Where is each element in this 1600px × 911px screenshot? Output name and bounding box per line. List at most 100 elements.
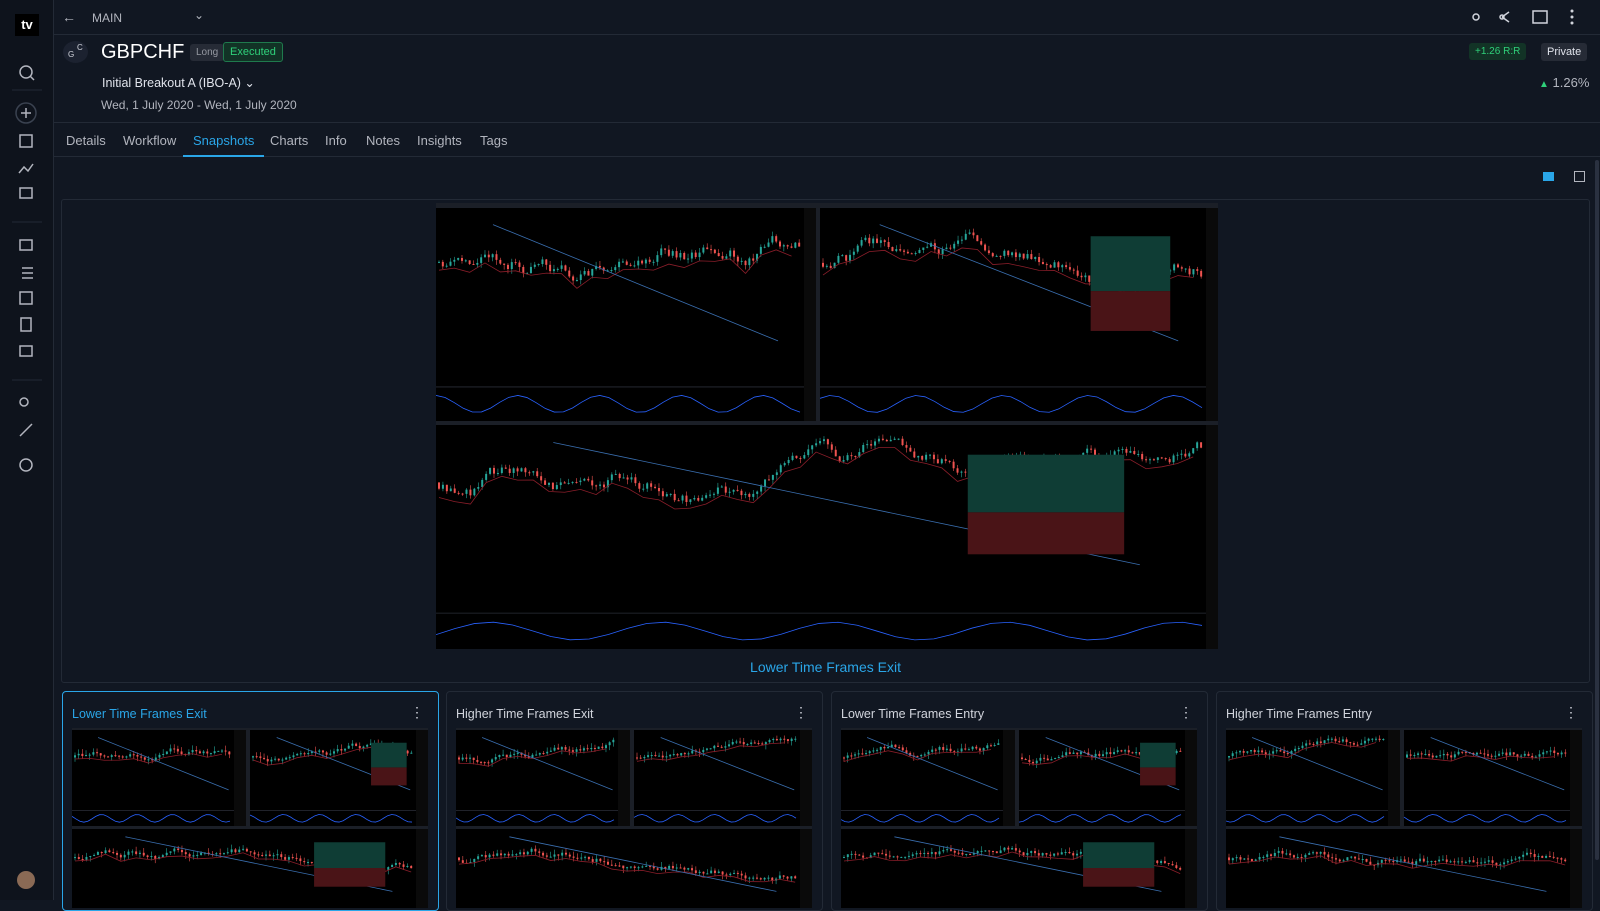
thumbnail-card[interactable]: Lower Time Frames Entry ⋮ <box>831 691 1208 911</box>
candle-body <box>307 861 310 863</box>
thumbnail-card[interactable]: Higher Time Frames Entry ⋮ <box>1216 691 1593 911</box>
thumbnail-card[interactable]: Lower Time Frames Exit ⋮ <box>62 691 439 911</box>
candle-body <box>169 851 172 853</box>
candle-body <box>733 250 736 257</box>
tools-icon[interactable] <box>19 423 33 437</box>
candle-body <box>292 755 295 758</box>
candle-body <box>856 245 859 252</box>
candle-body <box>1403 859 1406 862</box>
candle-body <box>519 852 522 855</box>
candle-body <box>883 240 886 243</box>
candle-body <box>1522 854 1525 857</box>
dashboard-icon[interactable] <box>19 134 33 148</box>
candle-body <box>489 467 492 474</box>
more-icon[interactable] <box>1570 9 1574 25</box>
tab[interactable]: Charts <box>270 133 309 148</box>
candle-body <box>127 851 130 855</box>
candle-body <box>329 753 332 755</box>
annotate-button[interactable] <box>1574 171 1585 182</box>
candle-body <box>681 495 684 501</box>
candle-body <box>500 467 503 474</box>
breadcrumb-dropdown[interactable]: ⌄ <box>194 8 205 22</box>
tab[interactable]: Workflow <box>123 133 177 148</box>
briefcase-icon[interactable] <box>19 239 33 251</box>
candle-body <box>837 255 840 263</box>
doc-icon[interactable] <box>20 317 32 332</box>
tab[interactable]: Notes <box>366 133 400 148</box>
candle-body <box>926 246 929 248</box>
candle-body <box>1113 752 1116 755</box>
candle-body <box>494 757 497 760</box>
candle-body <box>641 866 644 868</box>
candle-body <box>1125 448 1128 453</box>
thumbnail-menu[interactable]: ⋮ <box>410 704 424 720</box>
candle-body <box>857 753 860 755</box>
breadcrumb[interactable]: MAIN <box>92 11 122 25</box>
thumbnail-menu[interactable]: ⋮ <box>1564 704 1578 720</box>
candle-body <box>677 500 680 502</box>
candle-body <box>930 852 933 854</box>
target-zone <box>967 454 1125 513</box>
thumbnail-menu[interactable]: ⋮ <box>1179 704 1193 720</box>
candle-body <box>1505 752 1508 756</box>
candle-body <box>1494 755 1497 757</box>
candle-body <box>1512 752 1515 755</box>
candle-body <box>1149 459 1152 461</box>
thumbnail-menu[interactable]: ⋮ <box>794 704 808 720</box>
tab[interactable]: Details <box>66 133 106 148</box>
image-icon[interactable] <box>19 291 33 305</box>
candle-body <box>940 459 943 464</box>
settings-icon[interactable] <box>19 458 33 472</box>
logo[interactable]: tv <box>15 14 39 36</box>
candle-body <box>533 264 536 267</box>
candle-body <box>622 865 625 869</box>
tab[interactable]: Snapshots <box>193 133 255 148</box>
back-button[interactable]: ← <box>62 9 76 25</box>
book-icon[interactable] <box>19 187 33 199</box>
candle-body <box>123 854 126 858</box>
candle-body <box>1242 751 1245 753</box>
candle-body <box>606 861 609 865</box>
user-avatar[interactable] <box>17 871 35 889</box>
candle-body <box>1057 262 1060 268</box>
thumbnail-card[interactable]: Higher Time Frames Exit ⋮ <box>446 691 823 911</box>
snapshot-image[interactable] <box>436 203 1218 649</box>
import-icon[interactable] <box>19 345 33 357</box>
candle-body <box>557 854 560 856</box>
candle-body <box>1049 265 1052 268</box>
search-icon[interactable] <box>19 65 33 79</box>
candle-body <box>964 748 967 750</box>
tab[interactable]: Info <box>325 133 347 148</box>
candle-body <box>575 481 578 483</box>
candle-body <box>690 252 693 259</box>
tab[interactable]: Insights <box>417 133 462 148</box>
candle-body <box>764 742 767 745</box>
candle-body <box>866 444 869 446</box>
candle-body <box>154 855 157 859</box>
tab[interactable]: Tags <box>480 133 508 148</box>
candle-body <box>553 854 556 857</box>
visibility-button[interactable]: Private <box>1541 43 1588 61</box>
chart-icon[interactable] <box>18 163 34 174</box>
share-icon[interactable] <box>1499 14 1505 20</box>
candle-body <box>938 851 941 855</box>
setup-select[interactable]: Initial Breakout A (IBO-A) ⌄ <box>102 76 255 90</box>
add-icon[interactable] <box>15 102 37 124</box>
view-toggle[interactable] <box>1543 172 1554 181</box>
candle-body <box>887 242 890 248</box>
candle-body <box>860 240 863 246</box>
candle-body <box>529 266 532 274</box>
candle-body <box>1057 757 1060 759</box>
candle-body <box>740 260 743 262</box>
candle-body <box>989 745 992 747</box>
team-icon[interactable] <box>1472 13 1480 21</box>
candle-body <box>887 747 890 749</box>
candle-body <box>960 471 963 473</box>
candle-body <box>610 864 613 866</box>
candle-body <box>1341 739 1344 742</box>
tab-bar: Details Workflow Snapshots Charts Info Notes I… <box>54 122 1600 157</box>
layout-icon[interactable] <box>1532 10 1548 24</box>
users-icon[interactable] <box>19 397 29 407</box>
candle-body <box>1371 738 1374 740</box>
candle-body <box>606 480 609 488</box>
